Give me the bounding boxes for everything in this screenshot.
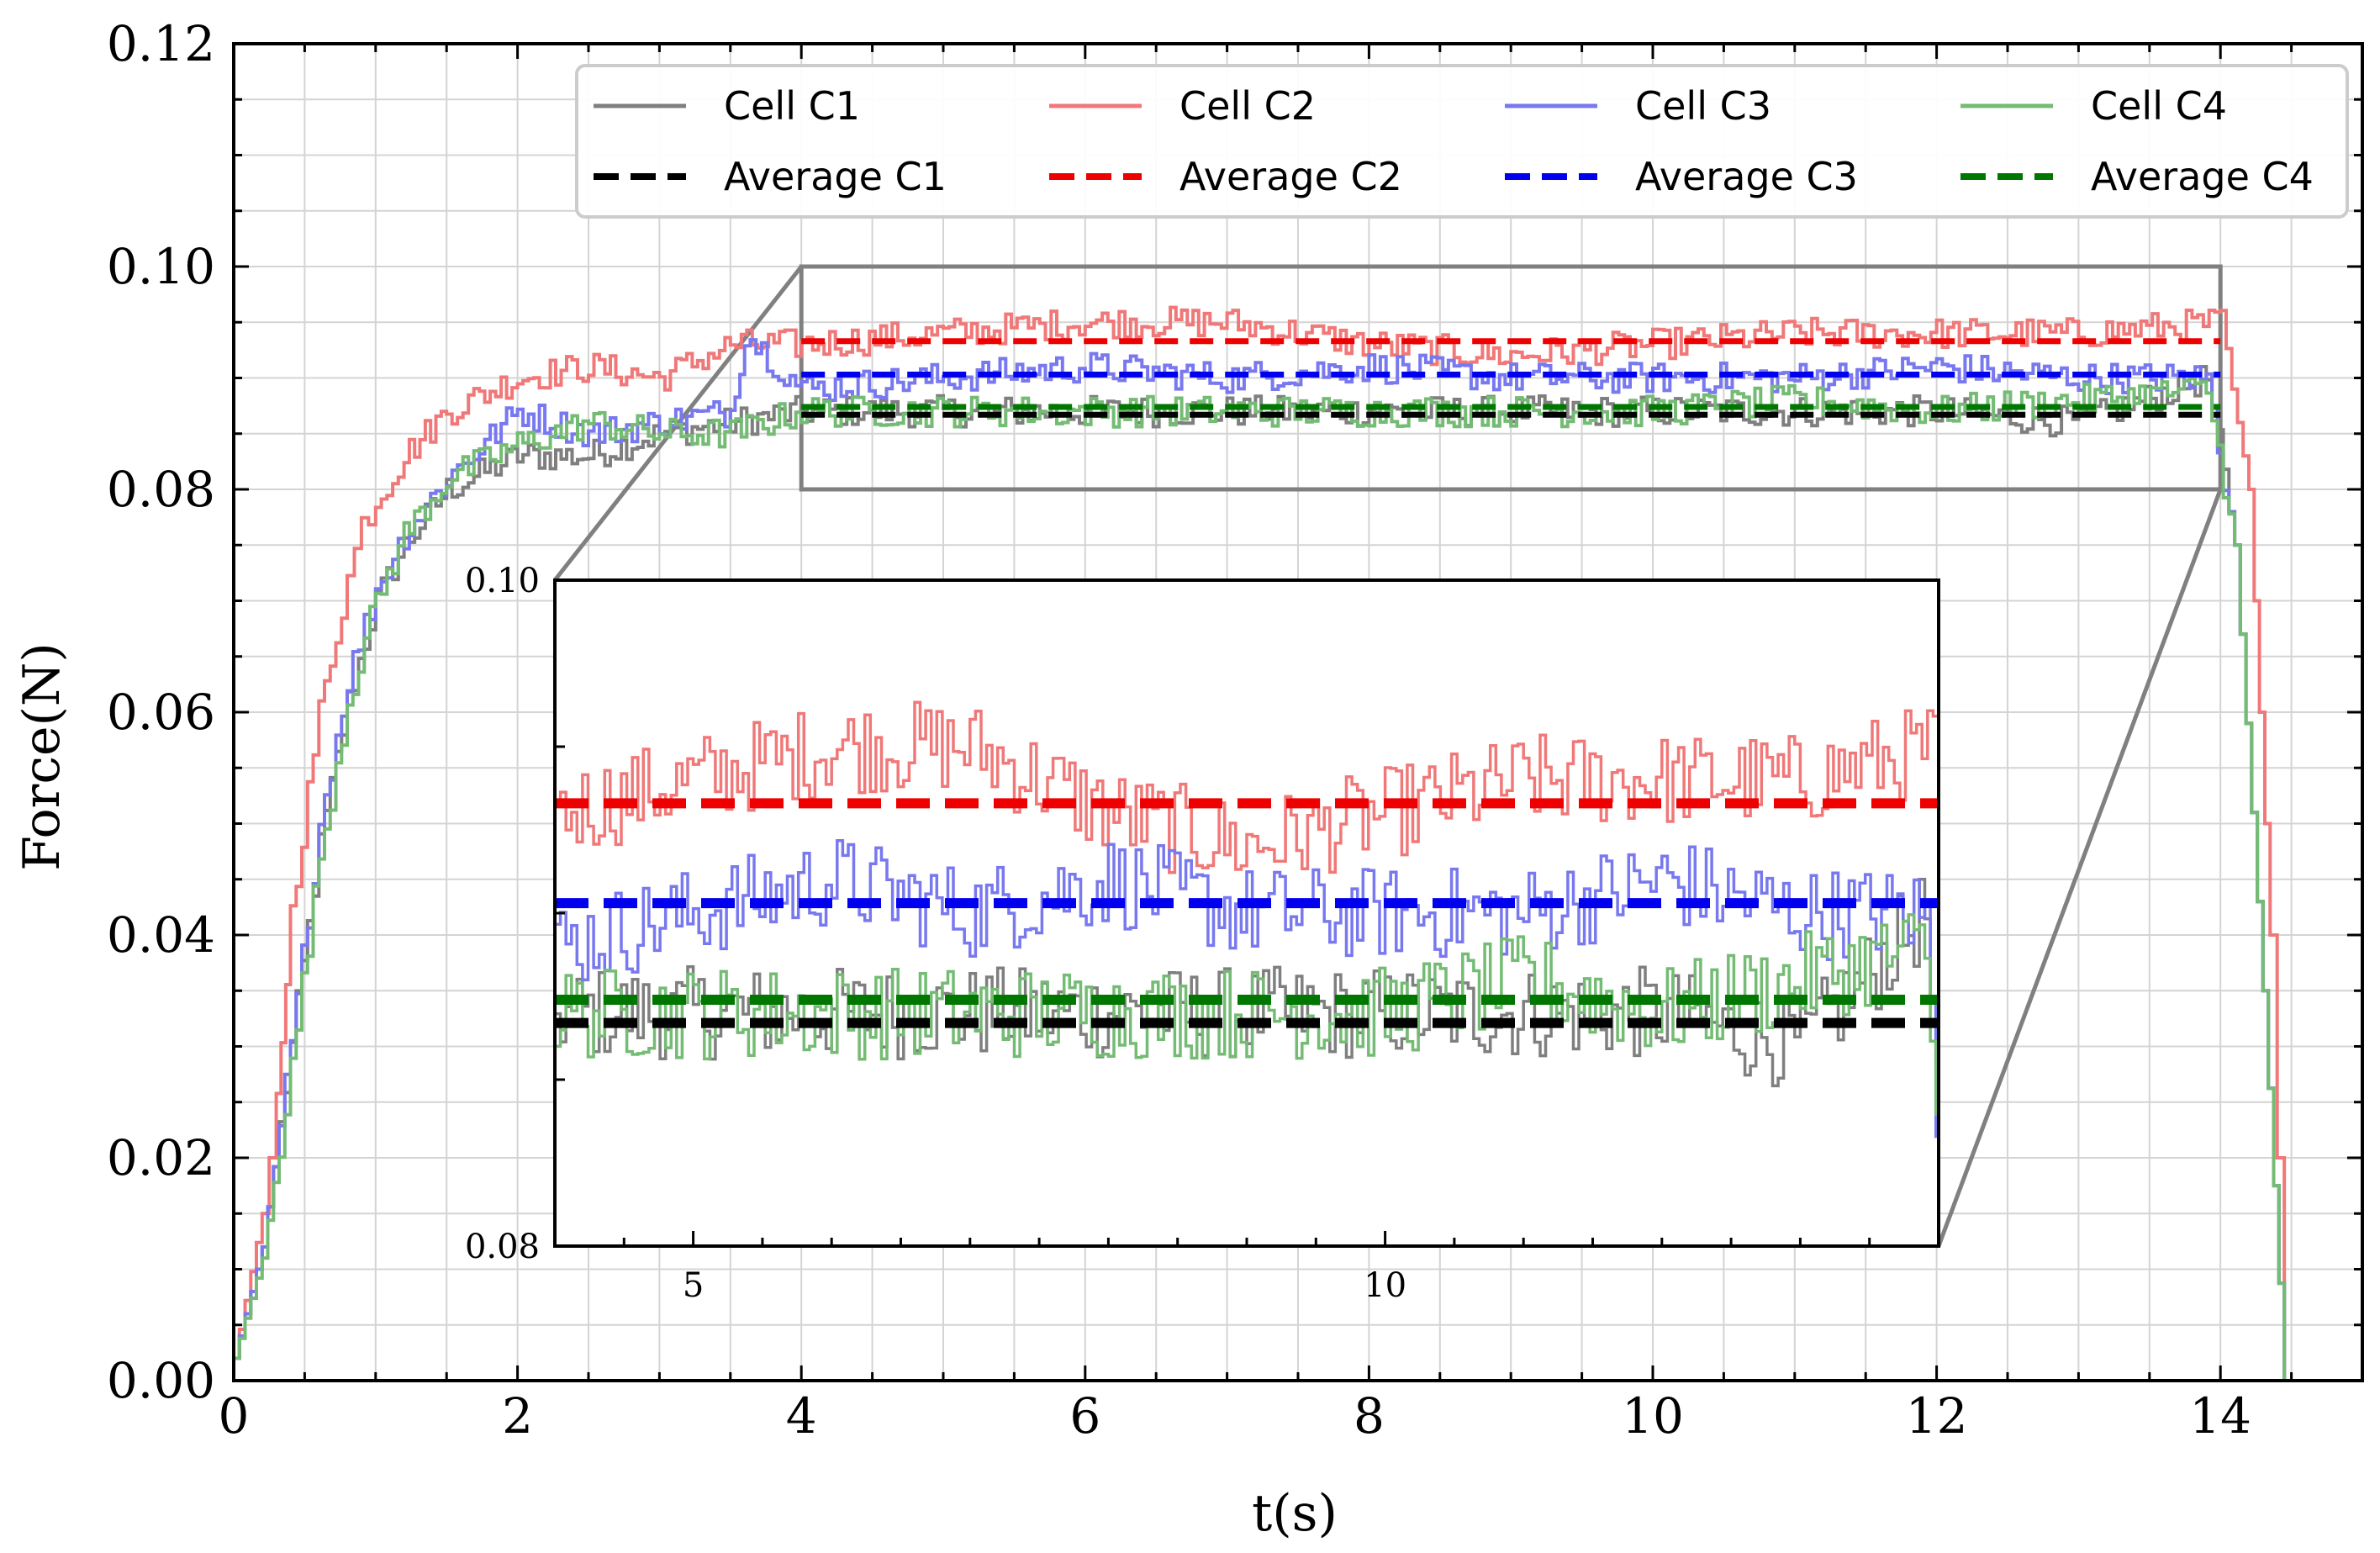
main-plot-area — [234, 305, 2362, 1382]
inset-y-tick-label: 0.10 — [465, 562, 540, 600]
legend-label: Cell C4 — [2091, 83, 2227, 129]
legend-label: Average C1 — [724, 154, 947, 199]
x-tick-label: 2 — [502, 1387, 533, 1445]
x-tick-label: 6 — [1069, 1387, 1100, 1445]
y-tick-label: 0.06 — [107, 684, 215, 741]
inset-zoom-plot: 5 10 0.08 0.10 — [465, 562, 1940, 1305]
y-tick-label: 0.08 — [107, 461, 215, 518]
x-tick-label: 10 — [1622, 1387, 1684, 1445]
inset-series — [555, 700, 1939, 1138]
zoom-rectangle — [799, 264, 2223, 492]
main-axes: 0 2 4 6 8 10 12 14 0.00 0.02 0.04 0.06 0.08 0.10 0.12 — [107, 15, 2364, 1445]
legend-label: Cell C3 — [1635, 83, 1771, 129]
x-tick-label: 12 — [1906, 1387, 1968, 1445]
legend-label: Average C4 — [2091, 154, 2314, 199]
zoom-connector-right — [1936, 489, 2223, 1247]
legend-label: Average C3 — [1635, 154, 1858, 199]
y-tick-label: 0.12 — [107, 15, 215, 72]
inset-x-tick-label: 10 — [1364, 1266, 1406, 1305]
series-line-cell-c2 — [234, 305, 2362, 1382]
inset-x-tick-label: 5 — [683, 1266, 704, 1305]
legend-label: Average C2 — [1179, 154, 1402, 199]
inset-y-tick-label: 0.08 — [465, 1228, 540, 1266]
y-axis-label: Force(N) — [13, 642, 71, 871]
x-axis-label: t(s) — [1252, 1484, 1338, 1543]
x-tick-label: 14 — [2189, 1387, 2251, 1445]
legend: Cell C1 Cell C2 Cell C3 Cell C4 Average C1 Av… — [575, 64, 2349, 219]
y-tick-label: 0.10 — [107, 238, 215, 295]
x-tick-label: 4 — [786, 1387, 817, 1445]
zoom-region — [553, 264, 2223, 1247]
y-tick-label: 0.02 — [107, 1129, 215, 1186]
y-tick-label: 0.04 — [107, 906, 215, 964]
legend-box — [575, 64, 2349, 219]
legend-label: Cell C2 — [1179, 83, 1316, 129]
inset-line-cell-c2 — [555, 700, 1939, 874]
y-tick-label: 0.00 — [107, 1352, 215, 1409]
inset-line-cell-c4 — [555, 913, 1939, 1116]
legend-label: Cell C1 — [724, 83, 860, 129]
x-tick-label: 0 — [219, 1387, 250, 1445]
x-tick-label: 8 — [1354, 1387, 1385, 1445]
